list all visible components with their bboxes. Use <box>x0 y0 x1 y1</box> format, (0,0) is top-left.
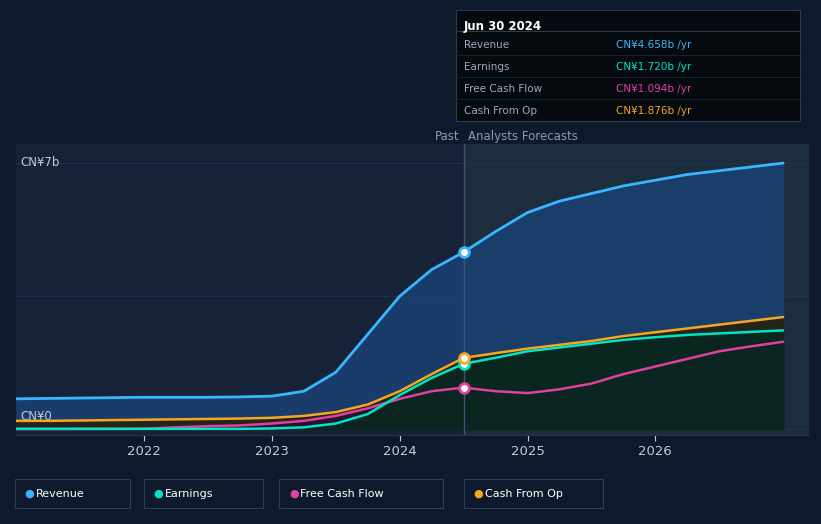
Text: ●: ● <box>474 488 484 499</box>
Text: Earnings: Earnings <box>464 62 509 72</box>
Bar <box>16 144 464 435</box>
Text: ●: ● <box>25 488 34 499</box>
Text: CN¥4.658b /yr: CN¥4.658b /yr <box>616 40 691 50</box>
Text: Cash From Op: Cash From Op <box>485 488 563 499</box>
Text: CN¥1.094b /yr: CN¥1.094b /yr <box>616 84 691 94</box>
Text: Free Cash Flow: Free Cash Flow <box>300 488 384 499</box>
Text: Past: Past <box>435 129 460 143</box>
Text: Revenue: Revenue <box>36 488 85 499</box>
Text: Analysts Forecasts: Analysts Forecasts <box>468 129 577 143</box>
Text: Free Cash Flow: Free Cash Flow <box>464 84 542 94</box>
Text: Earnings: Earnings <box>165 488 213 499</box>
Text: CN¥0: CN¥0 <box>21 410 52 423</box>
Text: ●: ● <box>154 488 163 499</box>
Text: CN¥7b: CN¥7b <box>21 156 60 169</box>
Text: CN¥1.876b /yr: CN¥1.876b /yr <box>616 106 691 116</box>
Text: Revenue: Revenue <box>464 40 509 50</box>
Text: Cash From Op: Cash From Op <box>464 106 537 116</box>
Text: ●: ● <box>289 488 299 499</box>
Text: Jun 30 2024: Jun 30 2024 <box>464 20 542 33</box>
Bar <box>464 144 809 435</box>
Text: CN¥1.720b /yr: CN¥1.720b /yr <box>616 62 691 72</box>
